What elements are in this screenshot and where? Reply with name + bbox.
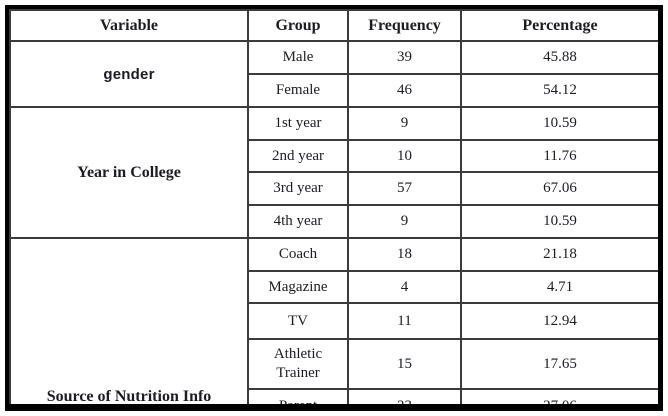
table-frame: Variable Group Frequency Percentage gend… [5, 5, 663, 411]
frequency-cell: 11 [347, 302, 462, 340]
header-cell-percentage: Percentage [460, 9, 658, 42]
percentage-cell: 67.06 [460, 171, 658, 206]
frequency-cell: 46 [347, 73, 462, 108]
group-cell: 1st year [247, 106, 349, 141]
table-row: 3rd year 57 67.06 [10, 171, 658, 206]
group-cell: Athletic Trainer [247, 338, 349, 390]
variable-cell-source-of-nutrition-info: Source of Nutrition Info [9, 237, 249, 404]
header-cell-variable: Variable [9, 9, 249, 42]
header-cell-group: Group [247, 9, 349, 42]
percentage-cell: 10.59 [460, 204, 658, 239]
group-cell: Female [247, 73, 349, 108]
percentage-cell: 11.76 [460, 139, 658, 173]
frequency-cell: 9 [347, 106, 462, 141]
table-row: gender Male 39 45.88 [9, 40, 658, 108]
table-row: Year in College 1st year 9 10.59 [9, 106, 658, 239]
group-cell: Male [247, 40, 349, 75]
table-row: Magazine 4 4.71 [10, 270, 658, 304]
frequency-cell: 10 [347, 139, 462, 173]
percentage-cell: 27.06 [460, 388, 658, 404]
group-cell: Magazine [247, 270, 349, 304]
variable-cell-gender: gender [9, 40, 249, 108]
table-row: Athletic Trainer 15 17.65 [10, 338, 658, 390]
group-cell: TV [247, 302, 349, 340]
percentage-cell: 45.88 [460, 40, 658, 75]
variable-cell-year-in-college: Year in College [9, 106, 249, 239]
frequency-cell: 4 [347, 270, 462, 304]
table-row: Source of Nutrition Info Coach 18 21.18 [9, 237, 658, 404]
percentage-cell: 12.94 [460, 302, 658, 340]
frequency-table: Variable Group Frequency Percentage gend… [9, 9, 658, 404]
group-cell: 2nd year [247, 139, 349, 173]
percentage-cell: 21.18 [460, 237, 658, 272]
table-row: Female 46 54.12 [10, 73, 658, 108]
frequency-cell: 18 [347, 237, 462, 272]
percentage-cell: 4.71 [460, 270, 658, 304]
percentage-cell: 54.12 [460, 73, 658, 108]
table-header-row: Variable Group Frequency Percentage [9, 9, 658, 42]
group-cell: Parent [247, 388, 349, 404]
frequency-cell: 39 [347, 40, 462, 75]
table-row: 4th year 9 10.59 [10, 204, 658, 239]
group-cell: 4th year [247, 204, 349, 239]
percentage-cell: 10.59 [460, 106, 658, 141]
frequency-cell: 57 [347, 171, 462, 206]
header-cell-frequency: Frequency [347, 9, 462, 42]
group-cell: 3rd year [247, 171, 349, 206]
table-row: 2nd year 10 11.76 [10, 139, 658, 173]
table-row-clipped: Parent 23 27.06 [10, 388, 658, 404]
table-row: TV 11 12.94 [10, 302, 658, 340]
frequency-cell: 15 [347, 338, 462, 390]
percentage-cell: 17.65 [460, 338, 658, 390]
group-cell: Coach [247, 237, 349, 272]
frequency-cell: 9 [347, 204, 462, 239]
frequency-cell: 23 [347, 388, 462, 404]
